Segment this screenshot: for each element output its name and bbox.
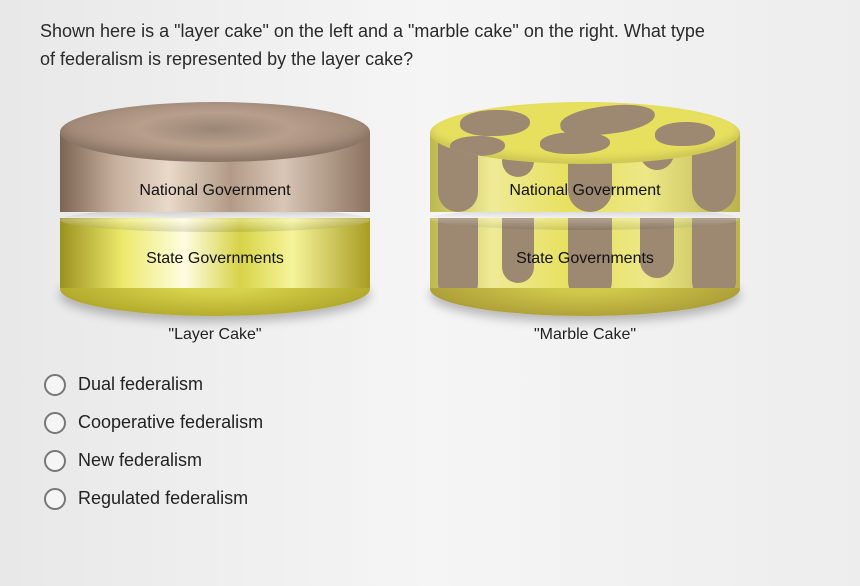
marble-swirl [460, 110, 530, 136]
option-regulated-federalism[interactable]: Regulated federalism [44, 488, 860, 510]
option-dual-federalism[interactable]: Dual federalism [44, 374, 860, 396]
marble-cake-block: State Governments National Government "M… [430, 102, 740, 344]
option-label: Cooperative federalism [78, 412, 263, 433]
marble-swirl [540, 132, 610, 154]
options-group: Dual federalism Cooperative federalism N… [44, 374, 860, 510]
marble-swirl [438, 218, 478, 288]
marble-lower-label: State Governments [516, 250, 654, 268]
radio-icon [44, 412, 66, 434]
layer-cake-block: State Governments National Government "L… [60, 102, 370, 344]
marble-swirl [655, 122, 715, 146]
marble-swirl [450, 136, 505, 156]
layer-lower-label: State Governments [146, 250, 284, 268]
marble-cake-image: State Governments National Government [430, 102, 740, 312]
layer-cake-image: State Governments National Government [60, 102, 370, 312]
question-line1: Shown here is a "layer cake" on the left… [40, 21, 705, 41]
cakes-row: State Governments National Government "L… [60, 102, 860, 344]
question-line2: of federalism is represented by the laye… [40, 49, 413, 69]
option-cooperative-federalism[interactable]: Cooperative federalism [44, 412, 860, 434]
option-label: New federalism [78, 450, 202, 471]
option-label: Regulated federalism [78, 488, 248, 509]
marble-upper-label: National Government [509, 182, 660, 200]
option-new-federalism[interactable]: New federalism [44, 450, 860, 472]
marble-swirl [692, 218, 736, 288]
layer-cake-top [60, 102, 370, 162]
marble-cake-caption: "Marble Cake" [534, 326, 636, 344]
radio-icon [44, 450, 66, 472]
radio-icon [44, 488, 66, 510]
question-text: Shown here is a "layer cake" on the left… [40, 18, 860, 74]
marble-cake-top [430, 102, 740, 164]
radio-icon [44, 374, 66, 396]
option-label: Dual federalism [78, 374, 203, 395]
layer-cake-caption: "Layer Cake" [168, 326, 261, 344]
layer-upper-label: National Government [139, 182, 290, 200]
